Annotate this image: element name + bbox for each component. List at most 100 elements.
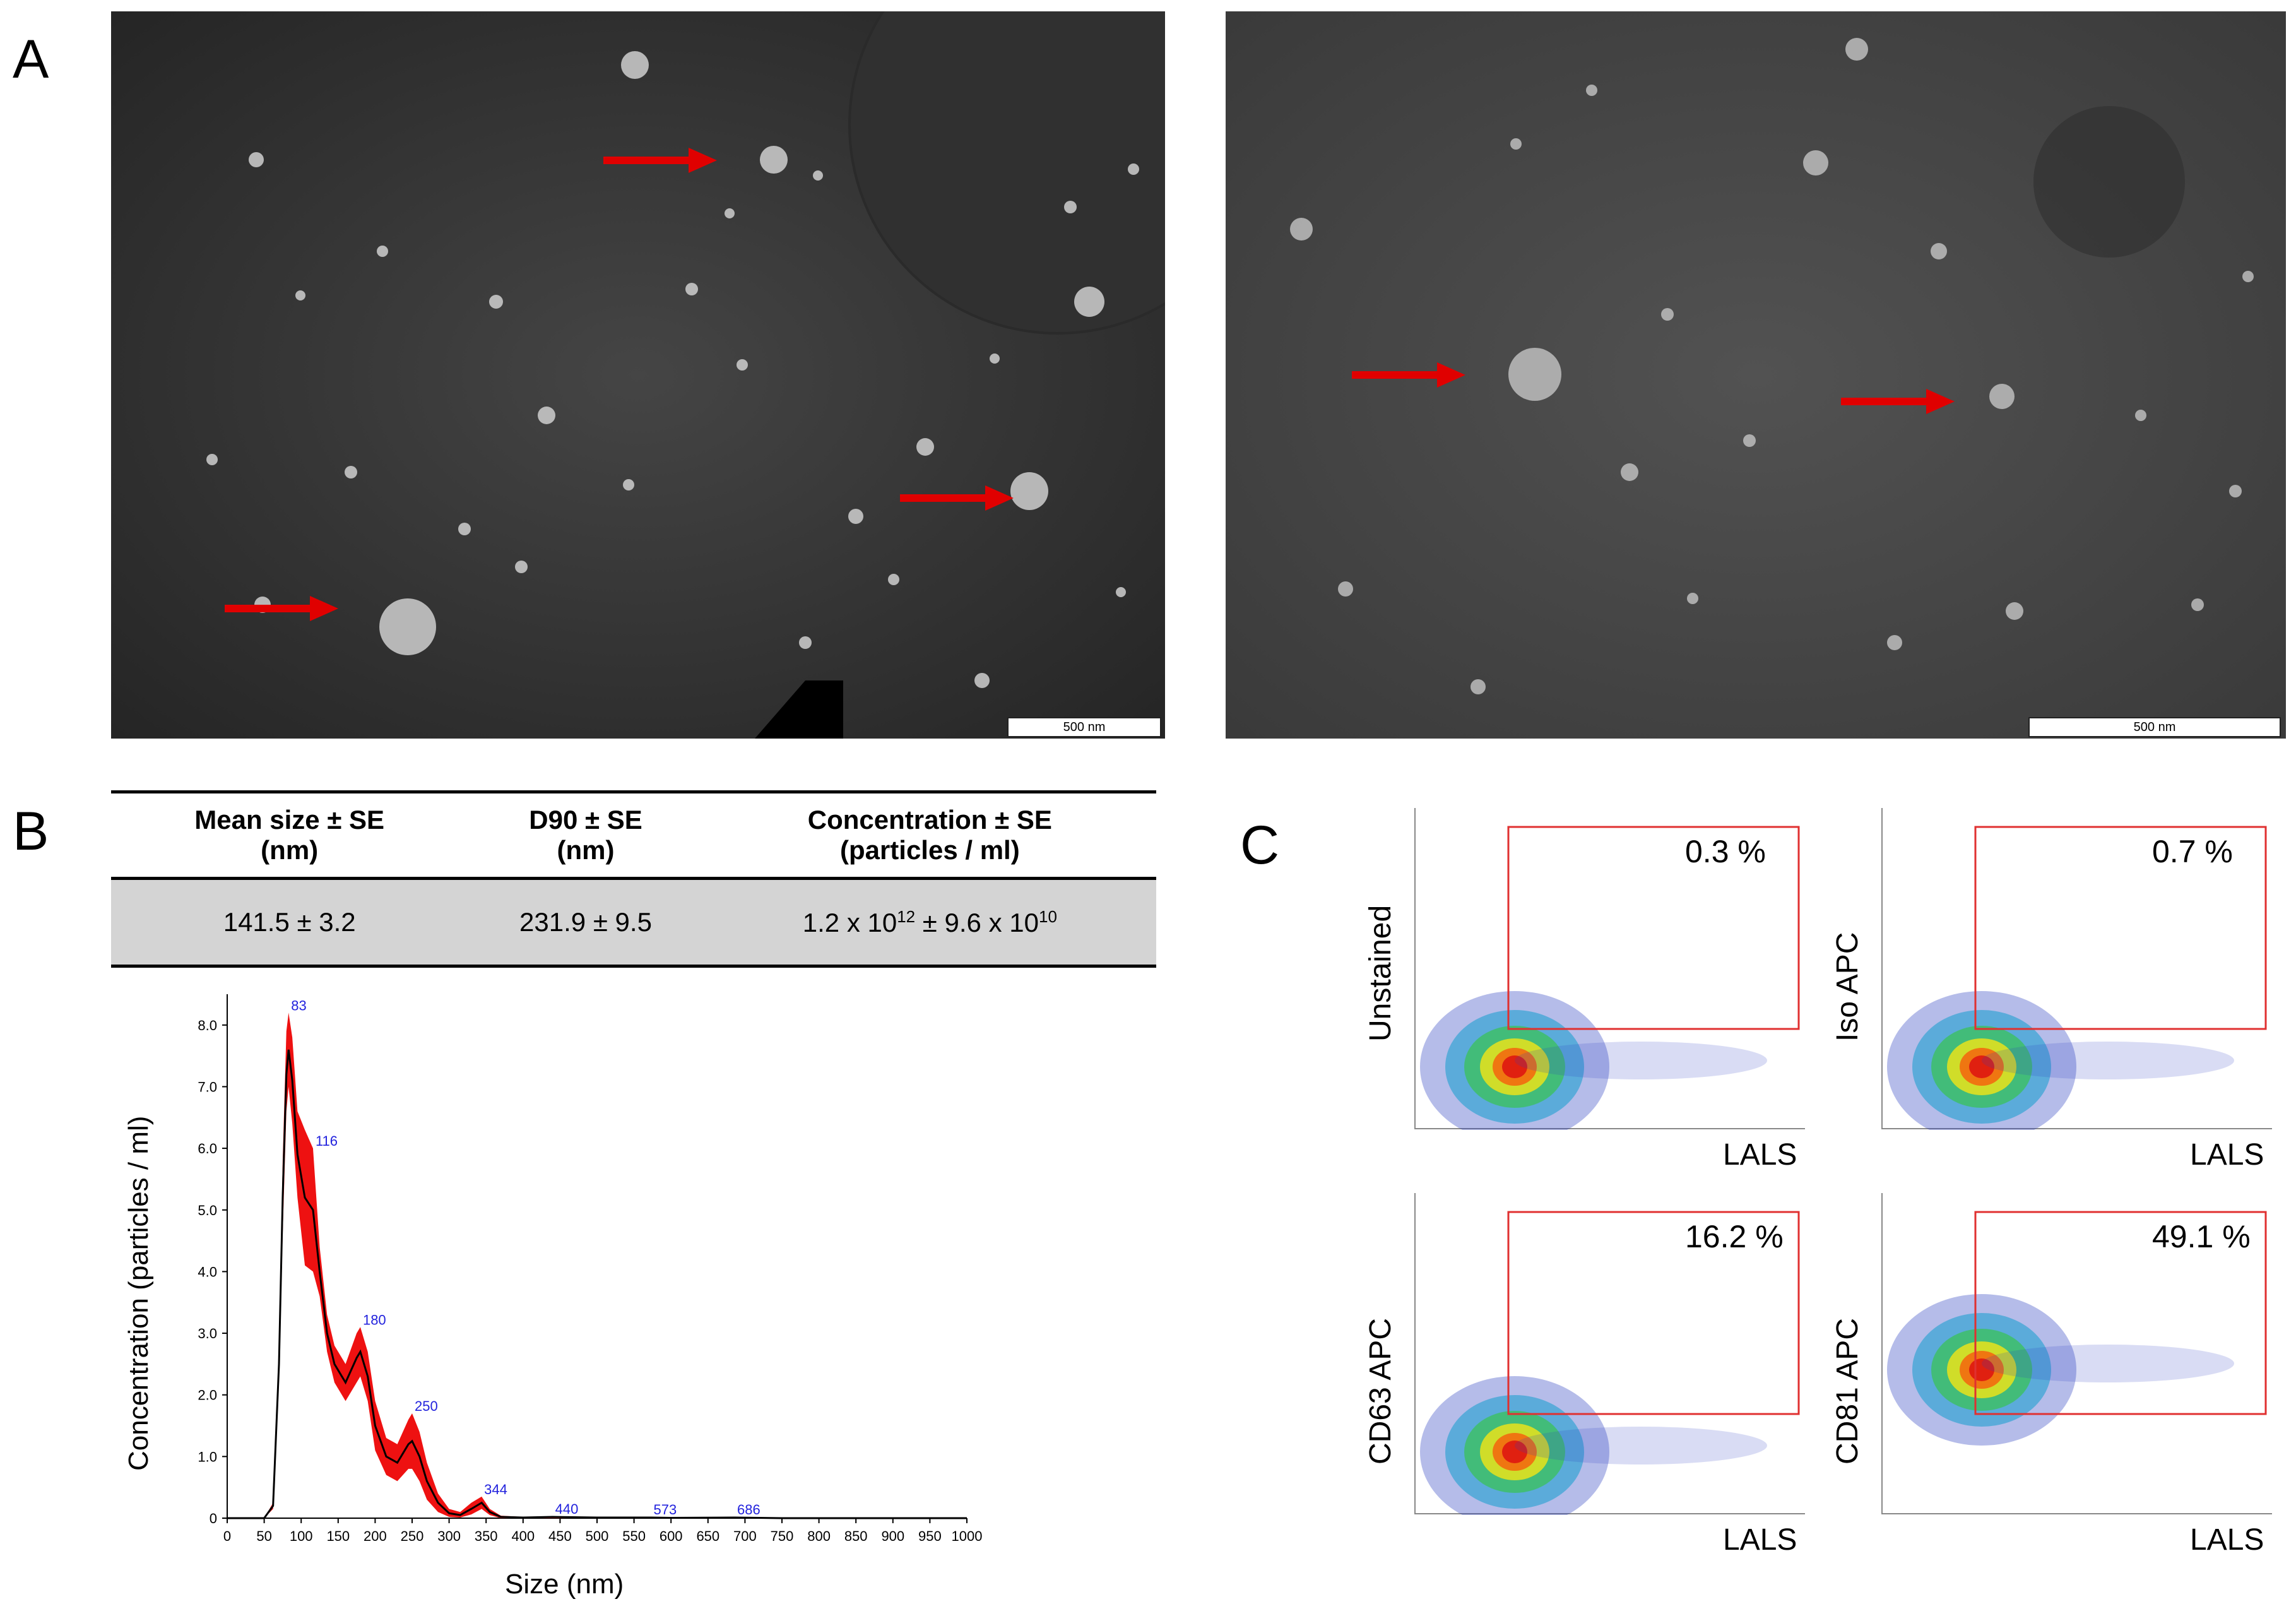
gate-percentage: 49.1 % xyxy=(2152,1219,2251,1254)
conc-mid: ± 9.6 x 10 xyxy=(915,907,1039,937)
table-header-concentration: Concentration ± SE (particles / ml) xyxy=(703,790,1156,880)
table-header-mean: Mean size ± SE (nm) xyxy=(111,790,468,880)
flow-plot: 49.1 % CD81 APC LALS xyxy=(1831,1193,2272,1591)
y-tick-label: 8.0 xyxy=(198,1018,217,1033)
flow-axes xyxy=(1414,1193,1805,1514)
density-layer xyxy=(1502,1441,1527,1463)
x-axis-title: Size (nm) xyxy=(505,1569,624,1600)
y-tick-label: 4.0 xyxy=(198,1264,217,1280)
error-band xyxy=(227,1013,967,1518)
cell-concentration: 1.2 x 1012 ± 9.6 x 1010 xyxy=(703,878,1156,968)
flow-y-axis-label: Unstained xyxy=(1364,905,1397,1042)
x-tick-label: 150 xyxy=(326,1528,350,1544)
panel-label-b: B xyxy=(13,801,49,862)
cell-mean-size: 141.5 ± 3.2 xyxy=(111,878,468,968)
nta-chart-svg: 0 50 100 150 200 250 300 350 400 450 500 550 600 650 7… xyxy=(198,994,983,1544)
flow-plot: 16.2 % CD63 APC LALS xyxy=(1364,1193,1805,1591)
nta-size-distribution-chart: 0 50 100 150 200 250 300 350 400 450 500 550 600 650 7… xyxy=(114,982,997,1613)
density-layer xyxy=(1502,1055,1527,1078)
flow-plot: 0.7 % Iso APC LALS xyxy=(1831,808,2272,1206)
peak-label: 440 xyxy=(555,1501,579,1517)
x-tick-label: 500 xyxy=(586,1528,609,1544)
flow-x-axis-label: LALS xyxy=(1723,1138,1797,1172)
flow-plot: 0.3 % Unstained LALS xyxy=(1364,808,1805,1206)
flow-y-axis-label: CD81 APC xyxy=(1831,1317,1864,1464)
flow-plot-svg xyxy=(1881,808,2272,1130)
scale-bar-left: 500 nm xyxy=(1007,717,1161,737)
x-tick-label: 0 xyxy=(223,1528,231,1544)
gate-rectangle xyxy=(1507,826,1800,1030)
flow-axes xyxy=(1414,808,1805,1129)
x-tick-label: 700 xyxy=(733,1528,757,1544)
density-tail xyxy=(1982,1042,2234,1079)
flow-plot-svg xyxy=(1414,1193,1805,1515)
flow-y-axis-label: CD63 APC xyxy=(1364,1317,1397,1464)
tem-image-left: 500 nm xyxy=(111,11,1165,739)
y-axis-title: Concentration (particles / ml) xyxy=(123,1115,154,1471)
x-tick-label: 650 xyxy=(696,1528,719,1544)
x-tick-label: 550 xyxy=(622,1528,646,1544)
conc-prefix: 1.2 x 10 xyxy=(802,907,897,937)
header-unit: (nm) xyxy=(557,835,615,865)
gate-percentage: 16.2 % xyxy=(1685,1219,1784,1254)
gate-rectangle xyxy=(1507,1211,1800,1415)
flow-x-axis-label: LALS xyxy=(2190,1138,2264,1172)
gate-percentage: 0.7 % xyxy=(2152,834,2233,869)
flow-axes xyxy=(1881,1193,2272,1514)
density-tail xyxy=(1515,1427,1767,1464)
peak-label: 83 xyxy=(291,997,306,1013)
table-row: 141.5 ± 3.2 231.9 ± 9.5 1.2 x 1012 ± 9.6… xyxy=(111,878,1156,968)
y-tick-label: 7.0 xyxy=(198,1079,217,1095)
density-layer xyxy=(1969,1055,1994,1078)
x-tick-label: 850 xyxy=(844,1528,868,1544)
conc-exponent-2: 10 xyxy=(1038,906,1057,926)
x-tick-label: 450 xyxy=(548,1528,572,1544)
x-tick-label: 200 xyxy=(364,1528,387,1544)
flow-x-axis-label: LALS xyxy=(1723,1523,1797,1557)
x-tick-label: 300 xyxy=(437,1528,461,1544)
header-line: Mean size ± SE xyxy=(194,805,385,835)
x-tick-label: 1000 xyxy=(952,1528,983,1544)
header-unit: (nm) xyxy=(261,835,319,865)
mean-line xyxy=(227,1049,967,1519)
peak-label: 116 xyxy=(316,1133,338,1149)
y-tick-label: 6.0 xyxy=(198,1141,217,1156)
peak-label: 344 xyxy=(484,1482,507,1497)
peak-label: 180 xyxy=(363,1312,386,1328)
tem-image-right-graphic xyxy=(1226,11,2286,739)
header-unit: (particles / ml) xyxy=(839,835,1020,865)
gate-percentage: 0.3 % xyxy=(1685,834,1766,869)
flow-axes xyxy=(1881,808,2272,1129)
x-tick-label: 250 xyxy=(401,1528,424,1544)
peak-label: 250 xyxy=(415,1398,438,1414)
flow-y-axis-label: Iso APC xyxy=(1831,932,1864,1042)
conc-exponent-1: 12 xyxy=(897,906,916,926)
y-tick-label: 0 xyxy=(210,1511,217,1526)
x-tick-label: 600 xyxy=(660,1528,683,1544)
y-tick-label: 1.0 xyxy=(198,1449,217,1464)
density-tail xyxy=(1515,1042,1767,1079)
flow-x-axis-label: LALS xyxy=(2190,1523,2264,1557)
header-line: D90 ± SE xyxy=(529,805,642,835)
x-tick-label: 750 xyxy=(771,1528,794,1544)
x-tick-label: 900 xyxy=(881,1528,904,1544)
y-tick-label: 3.0 xyxy=(198,1326,217,1341)
table-header-row: Mean size ± SE (nm) D90 ± SE (nm) Concentr… xyxy=(111,790,1156,880)
peak-label: 573 xyxy=(654,1502,677,1518)
flow-plot-svg xyxy=(1881,1193,2272,1514)
nta-summary-table: Mean size ± SE (nm) D90 ± SE (nm) Concentr… xyxy=(111,790,1156,968)
x-tick-label: 100 xyxy=(290,1528,313,1544)
flow-plot-svg xyxy=(1414,808,1805,1130)
density-tail xyxy=(1982,1345,2234,1382)
scale-bar-right: 500 nm xyxy=(2028,717,2281,737)
panel-label-c: C xyxy=(1240,815,1280,876)
x-tick-label: 350 xyxy=(475,1528,498,1544)
gate-rectangle xyxy=(1974,826,2267,1030)
y-tick-label: 5.0 xyxy=(198,1203,217,1218)
x-tick-label: 50 xyxy=(256,1528,271,1544)
panel-label-a: A xyxy=(13,29,49,90)
y-tick-label: 2.0 xyxy=(198,1387,217,1403)
tem-image-right: 500 nm xyxy=(1226,11,2286,739)
cell-d90: 231.9 ± 9.5 xyxy=(468,878,704,968)
peak-label: 686 xyxy=(737,1502,760,1518)
